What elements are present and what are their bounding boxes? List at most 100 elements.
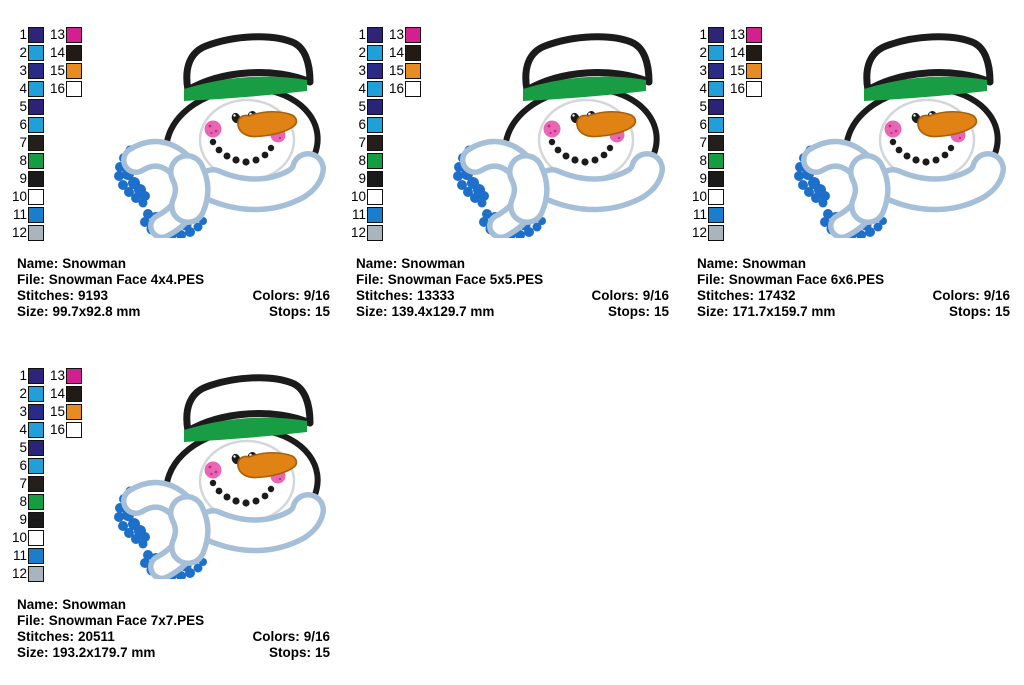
thread-number: 16 <box>49 422 65 437</box>
thread-number: 14 <box>49 386 65 401</box>
thread-color-swatch <box>28 135 44 151</box>
snowman-artwork <box>453 33 665 238</box>
thread-number: 12 <box>11 566 27 581</box>
thread-number: 9 <box>699 171 707 186</box>
thread-number: 6 <box>19 117 27 132</box>
file-value: Snowman Face 5x5.PES <box>387 272 544 287</box>
thread-number: 4 <box>699 81 707 96</box>
hat-crown <box>522 33 653 94</box>
thread-color-swatch <box>28 117 44 133</box>
carrot-nose-icon <box>576 110 637 138</box>
size-value: 139.4x129.7 mm <box>391 304 495 319</box>
left-cheek <box>884 120 902 138</box>
thread-color-swatch <box>708 99 724 115</box>
thread-palette-row: 12 <box>3 565 82 583</box>
thread-number: 5 <box>699 99 707 114</box>
file-value: Snowman Face 6x6.PES <box>728 272 885 287</box>
thread-palette-row: 3 15 <box>683 62 762 80</box>
thread-number: 6 <box>19 458 27 473</box>
thread-palette-row: 8 <box>342 152 421 170</box>
stops-label: Stops: <box>607 304 650 319</box>
thread-number: 10 <box>691 189 707 204</box>
stops-value: 15 <box>653 304 669 319</box>
thread-number: 5 <box>19 99 27 114</box>
thread-number: 11 <box>692 207 707 222</box>
colors-label: Colors: <box>932 288 980 303</box>
stops-value: 15 <box>314 645 330 660</box>
thread-color-swatch <box>66 81 82 97</box>
scarf-body <box>121 479 326 579</box>
stitches-value: 9193 <box>78 288 109 303</box>
thread-palette-row: 9 <box>683 170 762 188</box>
thread-palette-row: 2 14 <box>342 44 421 62</box>
thread-color-swatch <box>746 27 762 43</box>
stitches-value: 20511 <box>78 629 115 644</box>
stitches-value: 13333 <box>417 288 455 303</box>
thread-color-swatch <box>28 458 44 474</box>
thread-color-swatch <box>28 512 44 528</box>
thread-palette-row: 7 <box>683 134 762 152</box>
design-info: Name: Snowman File: Snowman Face 7x7.PES S… <box>17 597 330 661</box>
thread-palette-row: 9 <box>342 170 421 188</box>
design-panel: 1 13 2 14 3 15 4 16 5 6 7 8 9 10 11 12 <box>339 0 678 341</box>
size-value: 99.7x92.8 mm <box>52 304 141 319</box>
name-label: Name: <box>17 256 59 271</box>
left-cheek <box>543 120 561 138</box>
thread-color-swatch <box>367 117 383 133</box>
thread-number: 2 <box>699 45 707 60</box>
design-panel: 1 13 2 14 3 15 4 16 5 6 7 8 9 10 11 12 <box>680 0 1019 341</box>
thread-palette-row: 10 <box>342 188 421 206</box>
thread-palette-row: 6 <box>342 116 421 134</box>
thread-palette-row: 3 15 <box>3 62 82 80</box>
thread-color-swatch <box>708 189 724 205</box>
thread-number: 7 <box>19 135 27 150</box>
thread-number: 11 <box>351 207 366 222</box>
thread-color-swatch <box>66 27 82 43</box>
thread-number: 14 <box>388 45 404 60</box>
thread-number: 1 <box>358 27 366 42</box>
thread-palette-row: 5 <box>342 98 421 116</box>
thread-color-swatch <box>28 63 44 79</box>
smile-dots <box>209 138 275 166</box>
colors-label: Colors: <box>591 288 639 303</box>
thread-number: 4 <box>358 81 366 96</box>
thread-color-swatch <box>28 494 44 510</box>
scarf-body <box>801 138 1006 238</box>
thread-color-swatch <box>708 171 724 187</box>
thread-color-swatch <box>28 422 44 438</box>
thread-palette-row: 5 <box>683 98 762 116</box>
stops-label: Stops: <box>268 304 311 319</box>
thread-color-swatch <box>708 81 724 97</box>
colors-value: 9/16 <box>642 288 669 303</box>
thread-palette-row: 9 <box>3 511 82 529</box>
thread-color-swatch <box>367 189 383 205</box>
thread-color-swatch <box>28 153 44 169</box>
stitches-label: Stitches: <box>17 288 75 303</box>
thread-palette-row: 1 13 <box>342 26 421 44</box>
thread-color-swatch <box>28 566 44 582</box>
snowman-artwork <box>114 374 326 579</box>
scarf-body <box>121 138 326 238</box>
thread-color-swatch <box>367 225 383 241</box>
thread-number: 7 <box>358 135 366 150</box>
thread-palette-row: 10 <box>3 188 82 206</box>
thread-color-swatch <box>28 207 44 223</box>
thread-palette: 1 13 2 14 3 15 4 16 5 6 7 8 9 10 11 12 <box>3 367 82 583</box>
size-label: Size: <box>356 304 388 319</box>
thread-palette-row: 12 <box>683 224 762 242</box>
design-panel: 1 13 2 14 3 15 4 16 5 6 7 8 9 10 11 12 <box>0 0 339 341</box>
thread-palette-row: 11 <box>342 206 421 224</box>
thread-number: 7 <box>699 135 707 150</box>
thread-color-swatch <box>708 135 724 151</box>
size-value: 193.2x179.7 mm <box>52 645 156 660</box>
thread-palette-row: 4 16 <box>3 421 82 439</box>
hat-band <box>523 76 646 101</box>
smile-dots <box>889 138 955 166</box>
thread-color-swatch <box>66 63 82 79</box>
thread-number: 3 <box>19 404 27 419</box>
thread-number: 7 <box>19 476 27 491</box>
thread-number: 9 <box>358 171 366 186</box>
thread-number: 5 <box>358 99 366 114</box>
thread-color-swatch <box>66 368 82 384</box>
